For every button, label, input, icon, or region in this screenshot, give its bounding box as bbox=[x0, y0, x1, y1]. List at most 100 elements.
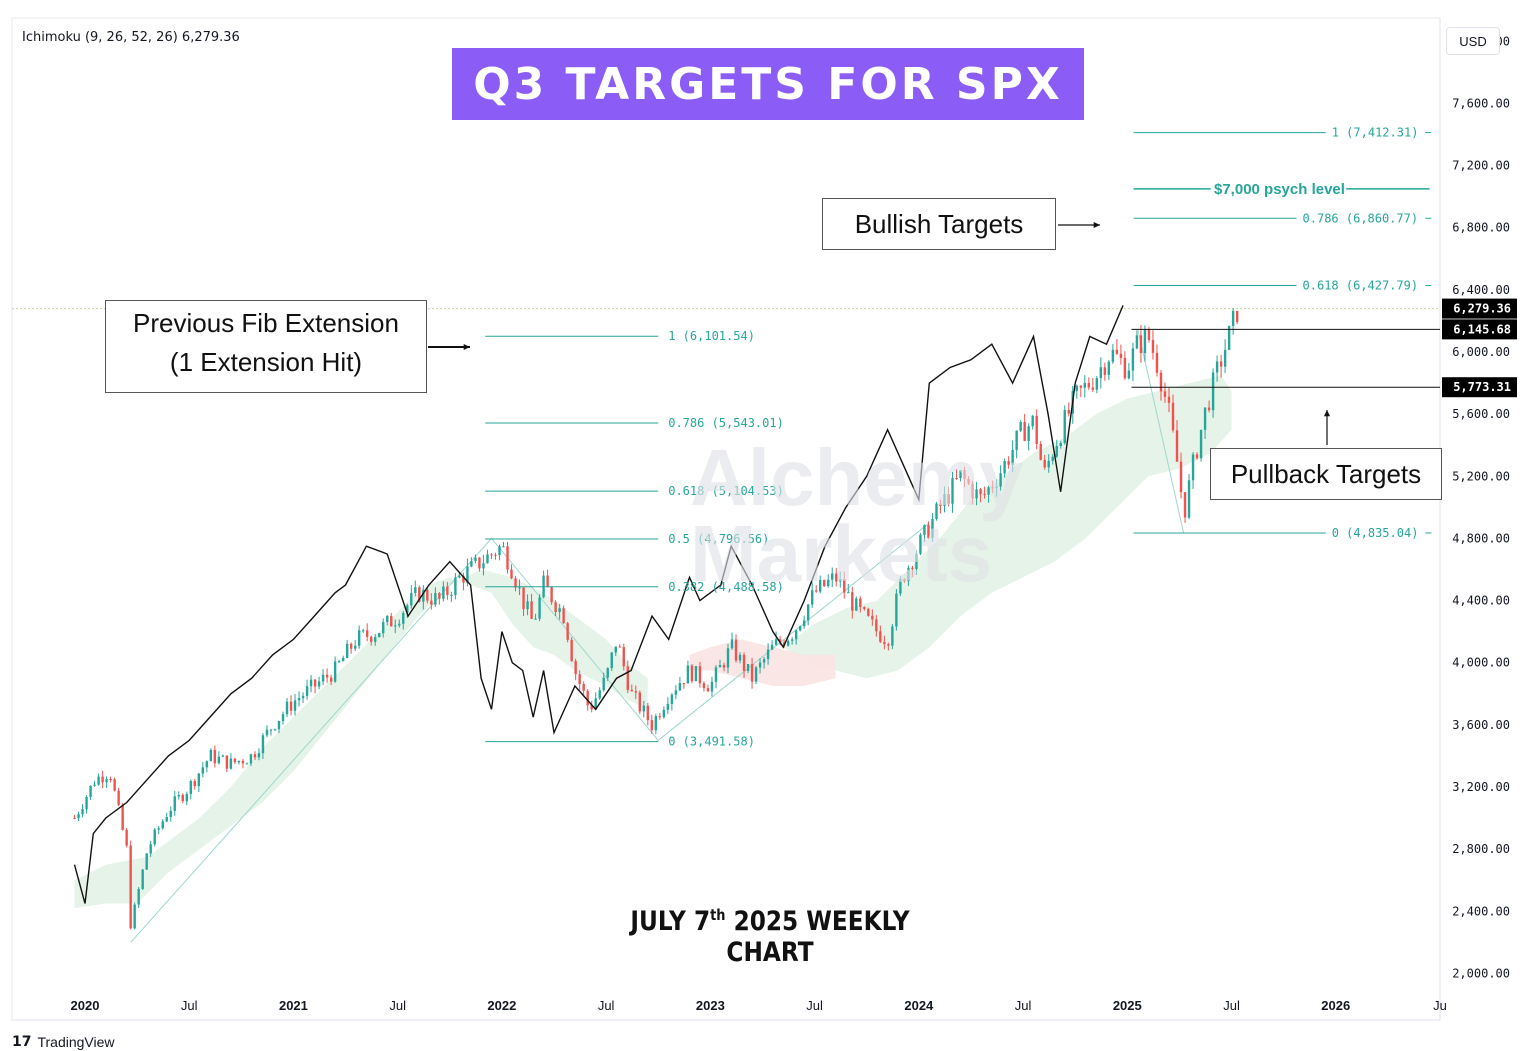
candle-body bbox=[1007, 461, 1010, 465]
candle-body bbox=[963, 470, 966, 479]
candle-body bbox=[229, 758, 233, 769]
y-tick-label: 3,200.00 bbox=[1452, 780, 1510, 794]
candle-body bbox=[1135, 335, 1139, 349]
candle-body bbox=[406, 605, 409, 613]
y-tick-label: 2,400.00 bbox=[1452, 904, 1510, 918]
x-tick-label: 2022 bbox=[487, 998, 516, 1013]
candle-body bbox=[325, 674, 329, 678]
candle-body bbox=[706, 688, 710, 692]
candle-body bbox=[875, 619, 878, 632]
candle-body bbox=[285, 701, 289, 715]
candle-body bbox=[1155, 352, 1159, 373]
candle-body bbox=[161, 821, 164, 829]
candle-body bbox=[646, 705, 650, 721]
candle-body bbox=[1175, 430, 1179, 462]
candle-body bbox=[81, 809, 84, 815]
candle-body bbox=[722, 665, 726, 668]
bullish-arrow-head bbox=[1093, 221, 1100, 229]
candle-body bbox=[145, 853, 148, 870]
candle-body bbox=[434, 593, 437, 605]
candle-body bbox=[562, 608, 565, 624]
x-tick-label: 2020 bbox=[71, 998, 100, 1013]
candle-body bbox=[554, 602, 557, 613]
candle-body bbox=[835, 573, 838, 582]
candle-body bbox=[341, 657, 345, 662]
fib-current-level-label: 1 (7,412.31) bbox=[1332, 126, 1419, 140]
candle-body bbox=[558, 608, 561, 613]
candle-body bbox=[121, 804, 124, 830]
candle-body bbox=[257, 753, 261, 758]
candle-body bbox=[774, 639, 778, 645]
y-tick-label: 6,800.00 bbox=[1452, 221, 1510, 235]
candle-body bbox=[546, 575, 549, 588]
candle-body bbox=[105, 779, 108, 783]
candle-body bbox=[1139, 335, 1143, 354]
fib-previous-level-label: 1 (6,101.54) bbox=[668, 329, 755, 343]
candle-body bbox=[410, 592, 413, 606]
candle-body bbox=[770, 644, 774, 650]
candle-body bbox=[871, 615, 874, 620]
chart-subtitle: JULY 7th 2025 WEEKLY CHART bbox=[589, 906, 950, 968]
subtitle-prefix: JULY 7 bbox=[630, 906, 711, 937]
candle-body bbox=[802, 620, 806, 627]
candle-body bbox=[466, 566, 469, 583]
candle-body bbox=[506, 546, 509, 570]
candle-body bbox=[197, 773, 201, 787]
candle-body bbox=[538, 597, 541, 619]
candle-body bbox=[317, 681, 321, 687]
indicator-legend[interactable]: Ichimoku (9, 26, 52, 26) 6,279.36 bbox=[22, 30, 240, 45]
candle-body bbox=[762, 659, 766, 663]
ichimoku-lagging-span bbox=[73, 305, 1124, 904]
candle-body bbox=[141, 869, 144, 889]
candle-body bbox=[690, 665, 694, 682]
candle-body bbox=[1103, 367, 1107, 375]
candle-body bbox=[1027, 426, 1030, 441]
candle-body bbox=[863, 607, 866, 609]
previous-fib-callout: Previous Fib Extension (1 Extension Hit) bbox=[105, 300, 427, 393]
candle-body bbox=[975, 489, 978, 499]
previous-fib-callout-line2: (1 Extension Hit) bbox=[169, 347, 363, 377]
candle-body bbox=[502, 546, 505, 548]
candle-body bbox=[971, 483, 974, 499]
candle-body bbox=[895, 593, 898, 627]
candle-body bbox=[522, 587, 525, 610]
candle-body bbox=[955, 477, 958, 479]
price-axis-label-box bbox=[1442, 319, 1517, 340]
y-tick-label: 7,600.00 bbox=[1452, 96, 1510, 110]
candle-body bbox=[1063, 409, 1066, 443]
candle-body bbox=[694, 666, 698, 682]
candle-body bbox=[193, 781, 197, 787]
candle-body bbox=[374, 637, 377, 642]
candle-body bbox=[225, 755, 229, 769]
candle-body bbox=[293, 700, 297, 711]
y-tick-label: 5,600.00 bbox=[1452, 407, 1510, 421]
candle-body bbox=[281, 714, 285, 721]
candle-body bbox=[847, 592, 850, 594]
candle-body bbox=[353, 645, 357, 649]
candle-body bbox=[297, 698, 301, 701]
candle-body bbox=[618, 646, 621, 648]
candle-body bbox=[843, 579, 846, 593]
x-tick-label: 2026 bbox=[1321, 998, 1350, 1013]
candle-body bbox=[125, 829, 128, 846]
candle-body bbox=[851, 592, 854, 611]
candle-body bbox=[823, 580, 826, 586]
x-tick-label: Ju bbox=[1433, 998, 1447, 1013]
chart-title: Q3 TARGETS FOR SPX bbox=[473, 58, 1063, 110]
candle-body bbox=[1167, 396, 1171, 403]
candle-body bbox=[273, 729, 277, 731]
candle-body bbox=[638, 692, 642, 712]
candle-body bbox=[1015, 430, 1018, 450]
candle-body bbox=[899, 579, 902, 594]
candle-body bbox=[89, 785, 92, 797]
candle-body bbox=[321, 674, 325, 682]
currency-selector[interactable]: USD bbox=[1446, 27, 1500, 55]
candle-body bbox=[891, 626, 894, 646]
candle-body bbox=[277, 720, 281, 730]
candle-body bbox=[995, 486, 998, 488]
tradingview-brand[interactable]: 17 TradingView bbox=[12, 1034, 115, 1050]
y-tick-label: 6,400.00 bbox=[1452, 283, 1510, 297]
candle-body bbox=[526, 601, 529, 610]
fib-current-level-label: 0.786 (6,860.77) bbox=[1303, 211, 1419, 225]
